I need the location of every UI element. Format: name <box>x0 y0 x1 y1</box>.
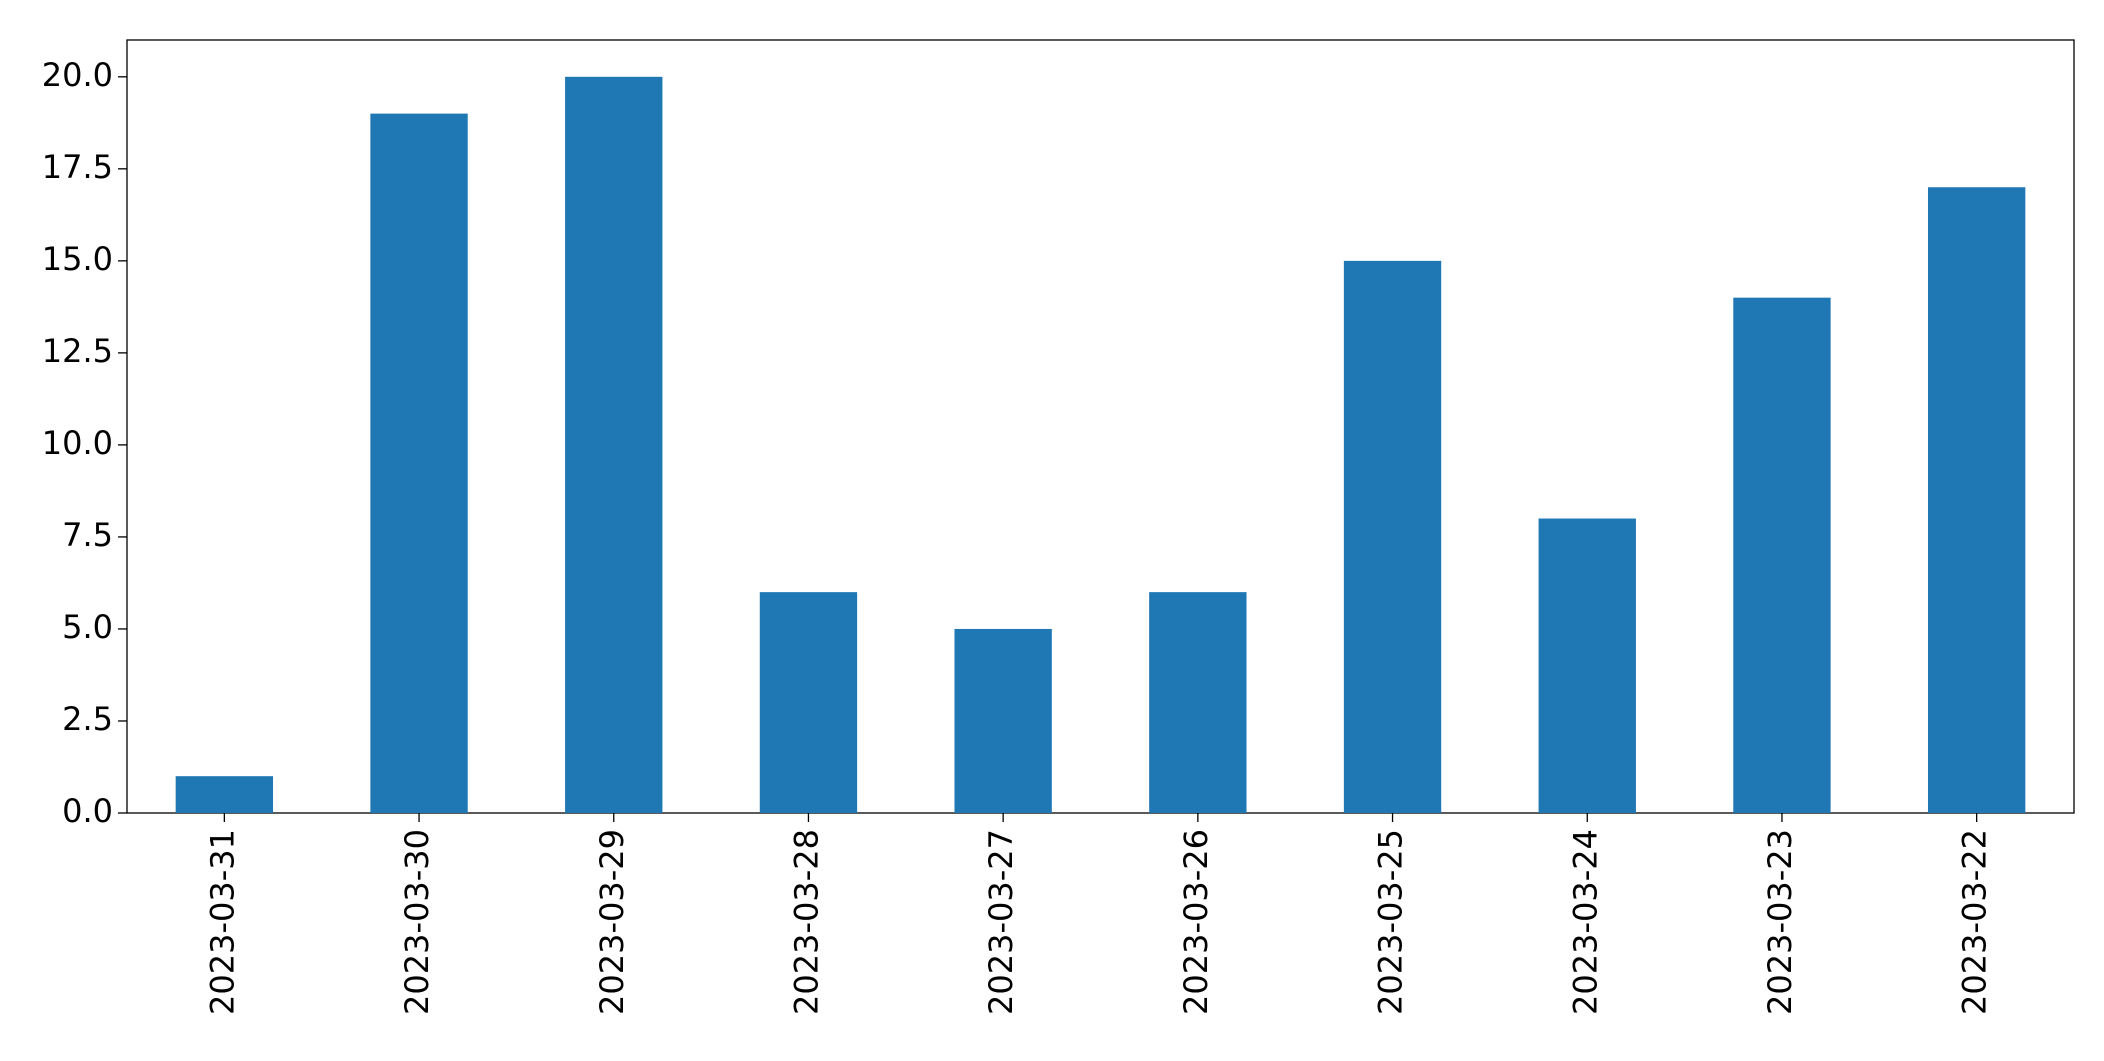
y-tick-label: 7.5 <box>62 516 113 554</box>
bar <box>1343 260 1442 813</box>
bar <box>1538 518 1636 813</box>
bar <box>759 592 858 813</box>
y-tick-label: 15.0 <box>42 240 113 278</box>
y-tick-label: 12.5 <box>42 332 113 370</box>
bar <box>175 776 274 813</box>
x-tick-label: 2023-03-30 <box>398 829 436 1015</box>
y-tick-label: 5.0 <box>62 608 113 646</box>
x-tick-label: 2023-03-29 <box>593 829 631 1015</box>
bar <box>954 628 1052 813</box>
y-tick-label: 17.5 <box>42 148 113 186</box>
x-tick-label: 2023-03-25 <box>1372 829 1410 1015</box>
x-tick-label: 2023-03-31 <box>203 829 241 1015</box>
y-tick-label: 0.0 <box>62 792 113 830</box>
bar <box>1149 592 1247 813</box>
bar <box>370 113 468 814</box>
y-tick-label: 2.5 <box>62 700 113 738</box>
x-tick-label: 2023-03-22 <box>1956 829 1994 1015</box>
x-tick-label: 2023-03-28 <box>787 829 825 1015</box>
axes-frame <box>126 39 2075 814</box>
bar <box>1733 297 1831 814</box>
y-tick-label: 10.0 <box>42 424 113 462</box>
y-tick-label: 20.0 <box>42 56 113 94</box>
x-tick-label: 2023-03-27 <box>982 829 1020 1015</box>
x-tick-label: 2023-03-23 <box>1761 829 1799 1015</box>
bar <box>1927 187 2026 813</box>
x-tick-label: 2023-03-26 <box>1177 829 1215 1015</box>
x-tick-label: 2023-03-24 <box>1566 829 1604 1015</box>
bar <box>565 76 663 814</box>
